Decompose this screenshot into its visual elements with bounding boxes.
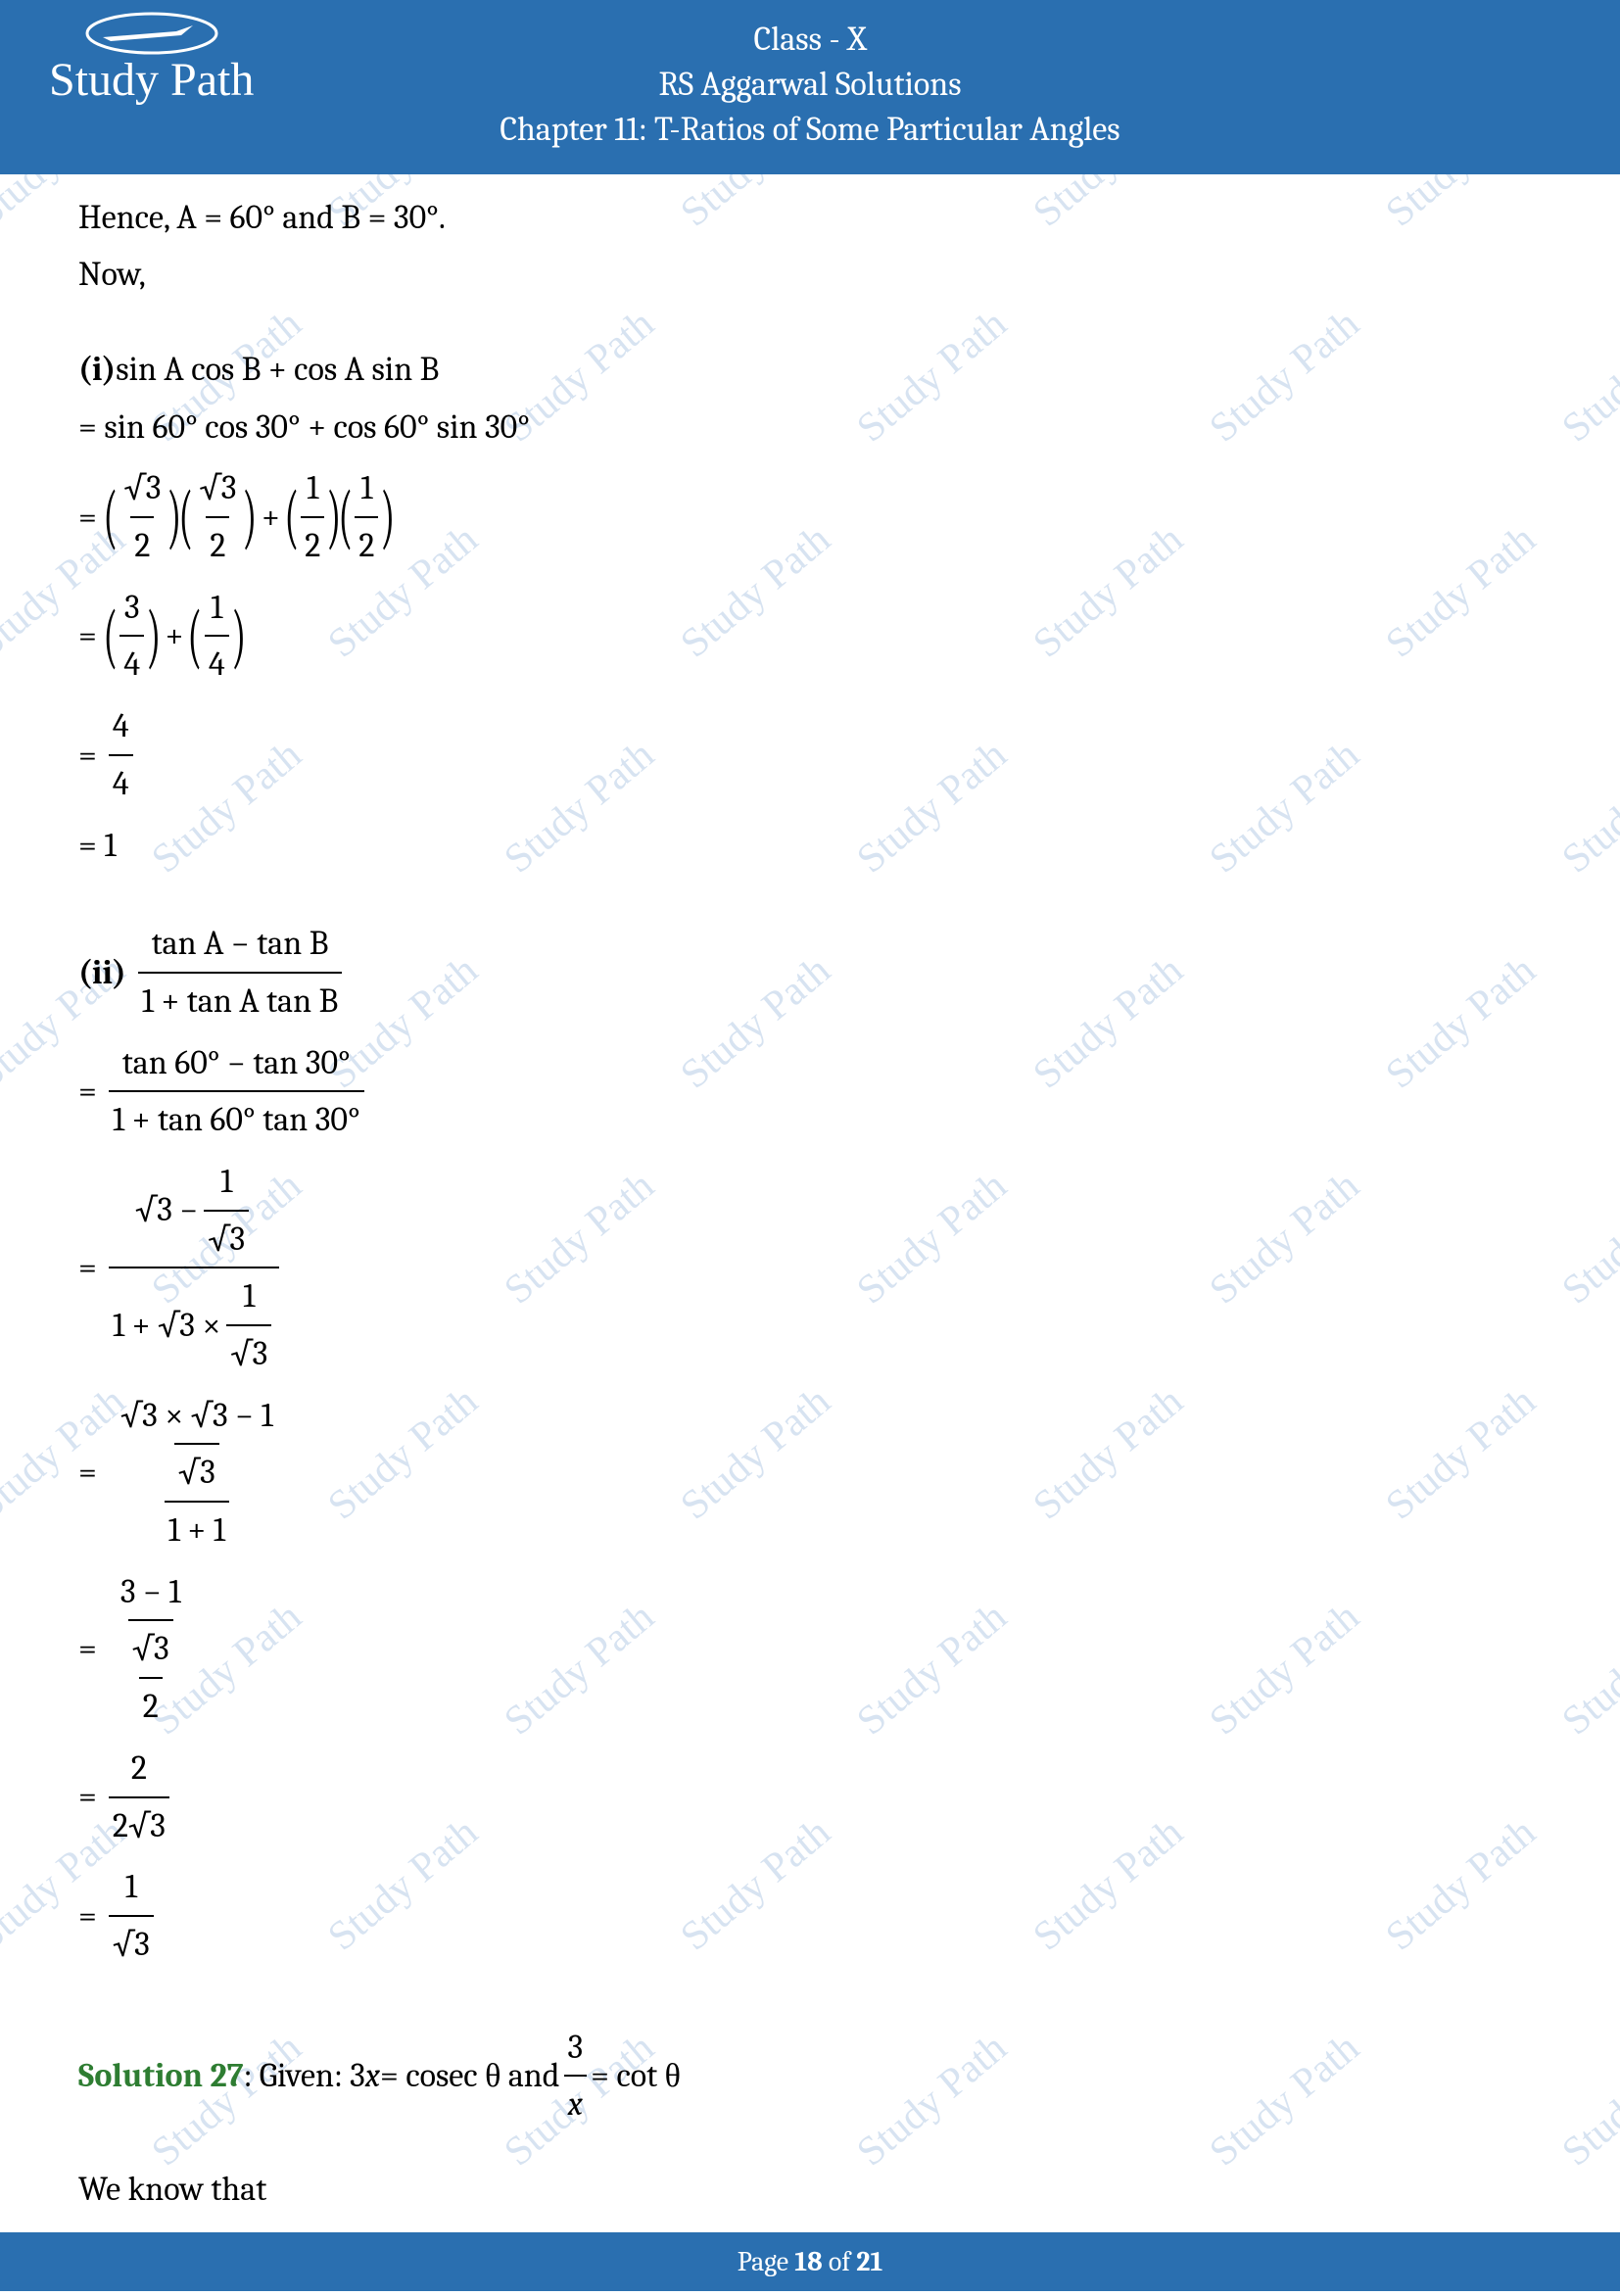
p2-step4: = 3 − 1 √3 2 bbox=[78, 1566, 1542, 1733]
eq-sign: = bbox=[78, 1447, 97, 1499]
paren-right: ) bbox=[381, 489, 396, 546]
fraction: 1 4 bbox=[205, 582, 229, 691]
sol27-text-a: : Given: 3 bbox=[244, 2050, 365, 2102]
brand-name: Study Path bbox=[49, 54, 254, 106]
paren-left: ( bbox=[103, 489, 118, 546]
footer-of: of bbox=[829, 2246, 856, 2277]
fraction: tan A − tan B 1 + tan A tan B bbox=[138, 918, 343, 1027]
footer-total: 21 bbox=[856, 2246, 882, 2277]
eq-sign: = bbox=[78, 1242, 97, 1294]
nested-fraction: 1 √3 bbox=[204, 1156, 249, 1265]
part-i-expression: (i) sin A cos B + cos A sin B bbox=[78, 344, 1542, 396]
fraction: √3 × √3 − 1 √3 1 + 1 bbox=[109, 1390, 285, 1556]
fraction: √3 2 bbox=[119, 462, 165, 571]
p1-step5: = 1 bbox=[78, 820, 1542, 872]
paren-right: ) bbox=[231, 608, 246, 665]
fraction: tan 60° − tan 30° 1 + tan 60° tan 30° bbox=[109, 1037, 364, 1146]
paren-left: ( bbox=[178, 489, 193, 546]
part-i-label: (i) bbox=[78, 344, 116, 396]
part-ii-expression: (ii) tan A − tan B 1 + tan A tan B bbox=[78, 918, 1542, 1027]
fraction: 3 − 1 √3 2 bbox=[109, 1566, 193, 1733]
nested-fraction: 1 √3 bbox=[226, 1270, 271, 1379]
sol27-text-b: = cosec θ and bbox=[380, 2050, 559, 2102]
fraction: 3 x bbox=[563, 2022, 587, 2130]
solution-27-label: Solution 27 bbox=[78, 2050, 244, 2102]
header-line3: Chapter 11: T-Ratios of Some Particular … bbox=[0, 108, 1620, 153]
fraction: 3 4 bbox=[119, 582, 144, 691]
page-content: Hence, A = 60° and B = 30°. Now, (i) sin… bbox=[0, 174, 1620, 2296]
eq-sign: = bbox=[78, 610, 97, 662]
p2-step5: = 2 2√3 bbox=[78, 1743, 1542, 1851]
paren-left: ( bbox=[338, 489, 353, 546]
p1-step1: = sin 60° cos 30° + cos 60° sin 30° bbox=[78, 402, 1542, 454]
nested-fraction: √3 × √3 − 1 √3 bbox=[117, 1390, 277, 1499]
footer-page: 18 bbox=[794, 2246, 822, 2277]
paren-left: ( bbox=[284, 489, 299, 546]
p1-step3: = ( 3 4 ) + ( 1 4 ) bbox=[78, 582, 1542, 691]
intro-line-1: Hence, A = 60° and B = 30°. bbox=[78, 192, 1542, 244]
sol27-text-c: = cot θ bbox=[591, 2050, 681, 2102]
part-ii-label: (ii) bbox=[78, 947, 126, 999]
footer-prefix: Page bbox=[738, 2246, 795, 2277]
brand-logo: Study Path bbox=[49, 12, 254, 104]
fraction: 1 2 bbox=[301, 462, 324, 571]
fraction: 2 2√3 bbox=[109, 1743, 169, 1851]
sol27-x: x bbox=[365, 2050, 380, 2102]
paren-right: ) bbox=[146, 608, 161, 665]
eq-sign: = bbox=[78, 1066, 97, 1118]
p2-step2: = √3 − 1 √3 1 + √3 × 1 √3 bbox=[78, 1156, 1542, 1380]
p1-step2: = ( √3 2 ) ( √3 2 ) + ( 1 2 ) ( 1 2 ) bbox=[78, 462, 1542, 571]
paren-left: ( bbox=[188, 608, 203, 665]
page-footer: Page 18 of 21 bbox=[0, 2232, 1620, 2291]
p2-step6: = 1 √3 bbox=[78, 1861, 1542, 1970]
fraction: 1 2 bbox=[355, 462, 378, 571]
plus-sign: + bbox=[166, 610, 184, 662]
sol27-know: We know that bbox=[78, 2164, 1542, 2216]
eq-sign: = bbox=[78, 492, 97, 544]
fraction: 4 4 bbox=[109, 700, 133, 809]
p1-step4: = 4 4 bbox=[78, 700, 1542, 809]
plus-sign: + bbox=[262, 492, 280, 544]
part-i-expr: sin A cos B + cos A sin B bbox=[116, 344, 439, 396]
fraction: 1 √3 bbox=[109, 1861, 154, 1970]
solution-27-line: Solution 27 : Given: 3 x = cosec θ and 3… bbox=[78, 2022, 1542, 2130]
p2-step1: = tan 60° − tan 30° 1 + tan 60° tan 30° bbox=[78, 1037, 1542, 1146]
intro-line-2: Now, bbox=[78, 249, 1542, 301]
paren-right: ) bbox=[243, 489, 258, 546]
fraction: √3 2 bbox=[195, 462, 240, 571]
page-header: Study Path Class - X RS Aggarwal Solutio… bbox=[0, 0, 1620, 174]
pen-icon bbox=[83, 12, 220, 55]
eq-sign: = bbox=[78, 1771, 97, 1823]
p2-step3: = √3 × √3 − 1 √3 1 + 1 bbox=[78, 1390, 1542, 1556]
eq-sign: = bbox=[78, 1623, 97, 1675]
nested-fraction: 3 − 1 √3 bbox=[117, 1566, 185, 1675]
eq-sign: = bbox=[78, 1890, 97, 1942]
eq-sign: = bbox=[78, 730, 97, 782]
fraction: √3 − 1 √3 1 + √3 × 1 √3 bbox=[109, 1156, 279, 1380]
paren-left: ( bbox=[103, 608, 118, 665]
